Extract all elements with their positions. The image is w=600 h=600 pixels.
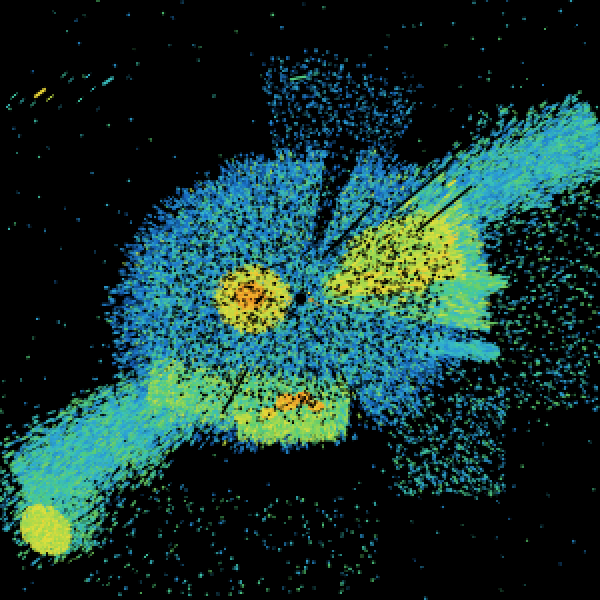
radar-echo-canvas [0, 0, 600, 600]
radar-reflectivity-view [0, 0, 600, 600]
